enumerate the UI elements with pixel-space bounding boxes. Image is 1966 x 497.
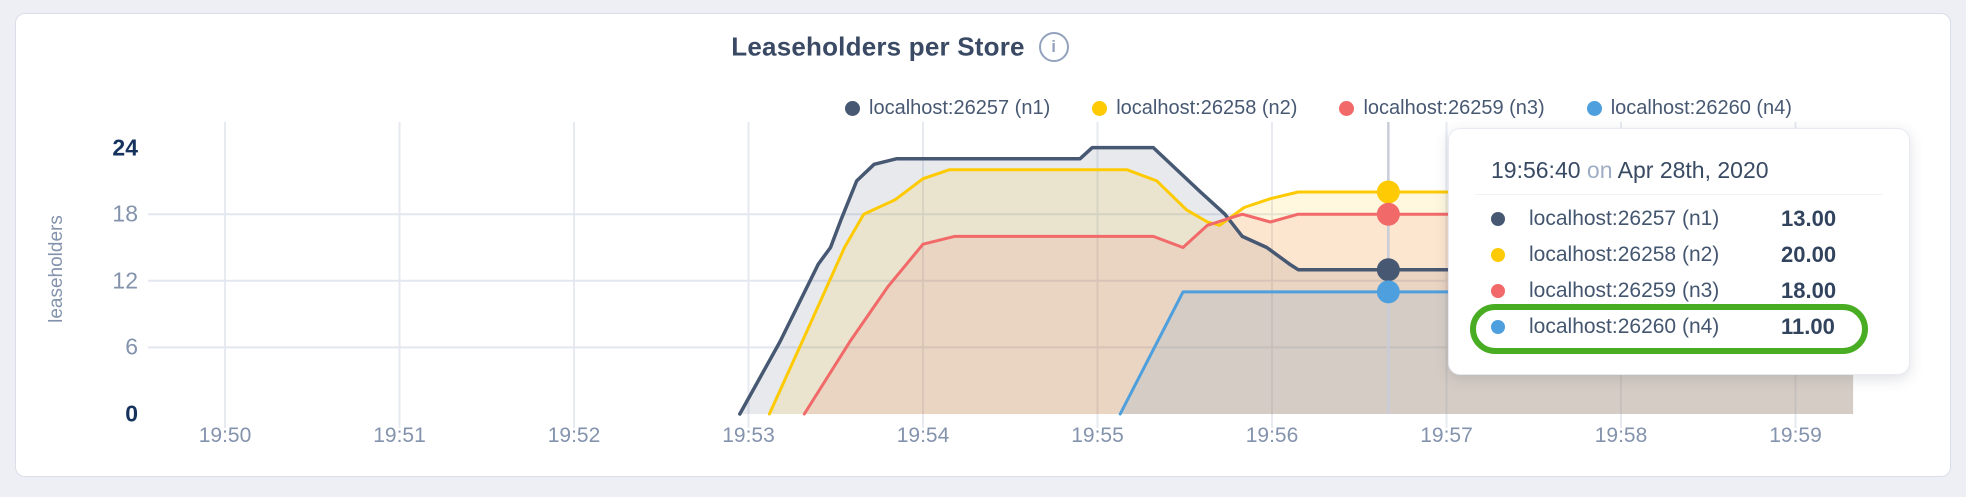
hover-tooltip: 19:56:40 on Apr 28th, 2020 localhost:262… xyxy=(1448,128,1910,375)
hover-dot-n2 xyxy=(1376,180,1400,204)
x-tick-label: 19:51 xyxy=(373,424,426,447)
tooltip-row-n1: localhost:26257 (n1) 13.00 xyxy=(1475,201,1883,237)
series-line-n2 xyxy=(767,168,1855,416)
legend-dot xyxy=(1586,101,1602,116)
tooltip-time: 19:56:40 xyxy=(1491,157,1581,183)
legend-item-n1[interactable]: localhost:26257 (n1) xyxy=(845,97,1050,120)
highlight-annotation xyxy=(1470,304,1868,354)
tooltip-series-value: 13.00 xyxy=(1781,206,1837,231)
x-tick-label: 19:56 xyxy=(1245,424,1299,447)
tooltip-rows: localhost:26257 (n1) 13.00 localhost:26258… xyxy=(1475,201,1883,345)
x-tick-label: 19:54 xyxy=(896,424,950,447)
hover-dot-n1 xyxy=(1376,258,1400,282)
x-tick-label: 19:50 xyxy=(198,424,252,447)
hover-dot-n4 xyxy=(1376,280,1400,304)
legend-item-label: localhost:26257 (n1) xyxy=(869,97,1051,119)
y-tick-label: 18 xyxy=(112,200,138,227)
legend-dot xyxy=(845,101,860,116)
tooltip-series-label: localhost:26258 (n2) xyxy=(1529,243,1720,266)
y-tick-label: 24 xyxy=(112,134,138,161)
tooltip-connector: on xyxy=(1586,157,1613,183)
legend-dot xyxy=(1092,101,1108,116)
y-tick-label: 12 xyxy=(112,267,138,294)
y-tick-label: 0 xyxy=(125,400,138,427)
tooltip-series-value: 11.00 xyxy=(1781,314,1835,339)
legend-item-n3[interactable]: localhost:26259 (n3) xyxy=(1339,97,1545,120)
series-line-n3 xyxy=(802,212,1855,416)
x-tick-label: 19:55 xyxy=(1071,424,1124,447)
tooltip-row-n4: localhost:26260 (n4) 11.00 xyxy=(1475,309,1883,345)
x-tick-label: 19:53 xyxy=(722,424,775,447)
legend-item-n2[interactable]: localhost:26258 (n2) xyxy=(1092,97,1297,120)
tooltip-series-dot xyxy=(1491,284,1505,298)
series-line-n1 xyxy=(738,145,1855,416)
legend-item-n4[interactable]: localhost:26260 (n4) xyxy=(1586,97,1792,120)
tooltip-header: 19:56:40 on Apr 28th, 2020 xyxy=(1475,157,1883,195)
chart-title-row: Leaseholders per Store i xyxy=(0,30,1800,63)
tooltip-date: Apr 28th, 2020 xyxy=(1617,157,1769,183)
tooltip-series-label: localhost:26260 (n4) xyxy=(1529,315,1720,338)
x-tick-label: 19:52 xyxy=(547,424,601,447)
info-icon[interactable]: i xyxy=(1038,32,1069,63)
tooltip-series-dot xyxy=(1491,248,1505,262)
legend-item-label: localhost:26259 (n3) xyxy=(1363,97,1545,119)
legend: localhost:26257 (n1) localhost:26258 (n2)… xyxy=(845,97,1792,120)
legend-item-label: localhost:26260 (n4) xyxy=(1610,97,1792,119)
tooltip-row-n2: localhost:26258 (n2) 20.00 xyxy=(1475,237,1883,273)
tooltip-series-label: localhost:26257 (n1) xyxy=(1529,207,1720,230)
y-tick-label: 6 xyxy=(125,333,138,360)
tooltip-series-value: 18.00 xyxy=(1781,278,1837,303)
legend-dot xyxy=(1339,101,1355,116)
tooltip-series-label: localhost:26259 (n3) xyxy=(1529,279,1720,302)
tooltip-series-dot xyxy=(1491,212,1505,226)
tooltip-series-value: 20.00 xyxy=(1781,242,1837,267)
hover-dot-n3 xyxy=(1376,202,1400,226)
legend-item-label: localhost:26258 (n2) xyxy=(1116,97,1298,119)
x-tick-label: 19:59 xyxy=(1769,424,1822,447)
x-tick-label: 19:57 xyxy=(1420,424,1473,447)
chart-title: Leaseholders per Store xyxy=(731,31,1025,62)
x-tick-label: 19:58 xyxy=(1594,424,1648,447)
tooltip-row-n3: localhost:26259 (n3) 18.00 xyxy=(1475,273,1883,309)
